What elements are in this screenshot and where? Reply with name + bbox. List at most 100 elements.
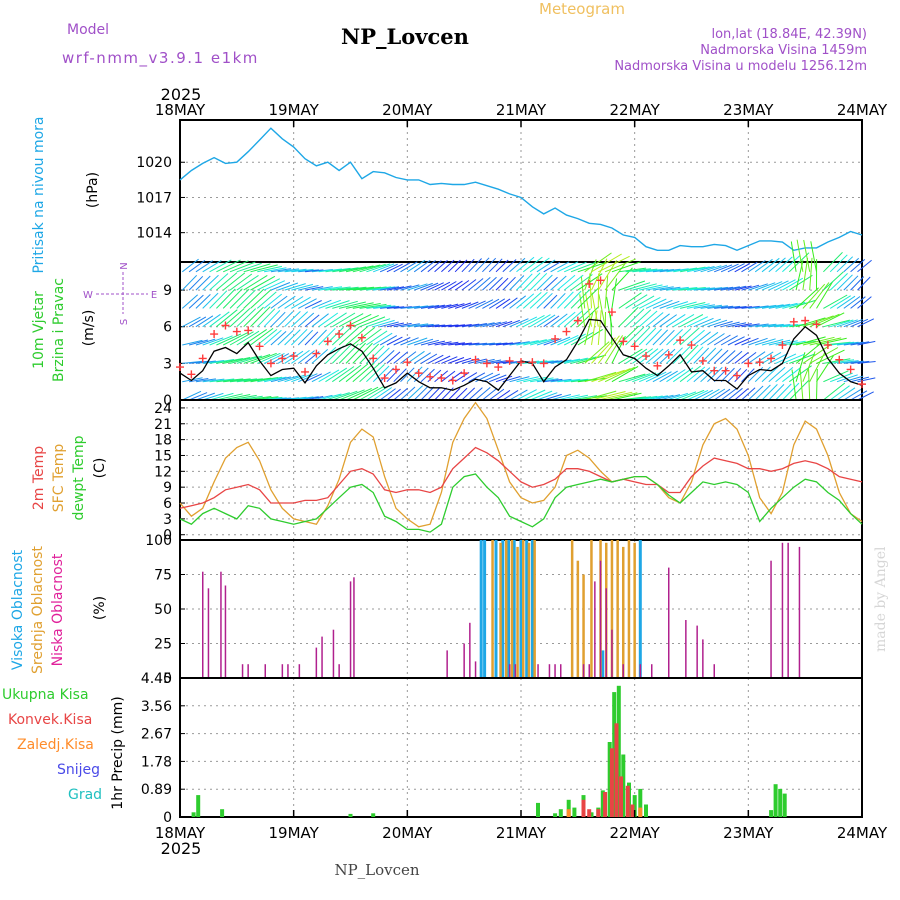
wind-arrow	[782, 366, 802, 383]
wind-arrow	[509, 318, 529, 328]
wind-arrow	[564, 261, 587, 273]
low-cloud-bar	[349, 581, 352, 678]
wind-arrow	[516, 376, 539, 383]
dewpt-line	[179, 473, 863, 533]
wind-arrow	[686, 389, 709, 401]
wind-arrow	[250, 264, 278, 273]
wind-arrow	[427, 387, 441, 401]
wind-arrow	[673, 313, 695, 328]
wind-arrow	[345, 387, 372, 401]
freezing-precip-bar	[638, 807, 643, 817]
wind-arrow	[564, 357, 588, 364]
wind-arrow	[482, 257, 497, 273]
wind-arrow	[700, 265, 722, 273]
wind-arrow	[802, 344, 831, 364]
wind-arrow	[475, 358, 495, 364]
wind-arrow	[495, 259, 509, 273]
wind-arrow	[441, 341, 459, 346]
wind-arrow	[557, 291, 574, 309]
wind-arrow	[434, 281, 451, 291]
low-cloud-bar	[338, 664, 340, 678]
wind-arrow	[659, 268, 681, 273]
wind-arrow	[543, 338, 562, 346]
wind-arrow	[297, 329, 314, 346]
wind-arrow	[543, 378, 563, 383]
wind-arrow	[645, 269, 669, 273]
wind-arrow	[304, 269, 324, 273]
gust-marker	[539, 359, 548, 368]
wind-arrow	[720, 335, 738, 346]
wind-arrow	[482, 298, 500, 309]
wind-name-1: 10m Vjetar	[31, 291, 47, 369]
gust-marker	[835, 355, 844, 364]
wind-arrow	[386, 336, 403, 346]
x-tick-label-top: 21MAY	[496, 101, 547, 119]
wind-arrow	[516, 256, 535, 273]
wind-arrow	[427, 304, 446, 309]
wind-arrow	[257, 265, 283, 273]
y-tick-label: 0	[163, 528, 172, 544]
freezing-precip-bar	[566, 809, 571, 817]
wind-arrow	[570, 308, 591, 328]
wind-arrow	[277, 282, 299, 291]
wind-arrow	[727, 285, 747, 291]
gust-marker	[744, 359, 753, 368]
wind-arrow	[352, 386, 379, 401]
wind-arrow	[686, 303, 710, 309]
total-precip-bar	[616, 685, 621, 817]
low-cloud-bar	[685, 620, 687, 678]
wind-arrow	[468, 278, 484, 291]
wind-arrow	[222, 332, 249, 346]
wind-arrow	[850, 360, 870, 364]
low-cloud-bar	[787, 542, 789, 678]
wind-arrow	[263, 293, 283, 309]
wind-arrow	[188, 392, 208, 401]
wind-arrow	[720, 367, 735, 383]
sfc-temp-line	[179, 401, 863, 528]
wind-arrow	[338, 326, 360, 346]
t2m-line	[179, 446, 863, 509]
low-cloud-bar	[321, 636, 323, 678]
mid-cloud-bar	[627, 540, 631, 678]
mid-cloud-bar	[570, 540, 574, 678]
wind-arrow	[468, 387, 483, 401]
wind-arrow	[454, 371, 470, 383]
gust-marker	[346, 321, 355, 330]
wind-arrow	[277, 330, 294, 346]
wind-arrow	[209, 290, 228, 309]
low-cloud-bar	[202, 571, 204, 678]
wind-arrow	[420, 324, 440, 328]
wind-arrow	[229, 261, 256, 273]
wind-arrow	[489, 342, 508, 346]
wind-arrow	[277, 268, 299, 273]
gust-marker	[528, 358, 537, 367]
gust-marker	[244, 326, 253, 335]
wind-arrow	[195, 315, 214, 328]
wind-arrow	[188, 275, 204, 291]
wind-arrow	[488, 258, 503, 273]
wind-arrow	[768, 303, 791, 309]
wind-arrow	[611, 365, 639, 383]
wind-arrow	[277, 295, 296, 309]
wind-arrow	[580, 275, 586, 309]
temp-name-sfc: SFC Temp	[51, 444, 67, 513]
wind-arrow	[810, 241, 817, 272]
wind-arrow	[713, 334, 731, 346]
low-cloud-bar	[463, 643, 465, 678]
wind-arrow	[618, 267, 647, 273]
low-cloud-bar	[702, 639, 704, 678]
wind-arrow	[618, 348, 643, 364]
temp-unit: (C)	[92, 458, 108, 479]
wind-arrow	[475, 299, 494, 309]
year-bottom: 2025	[161, 839, 202, 858]
wind-arrow	[680, 287, 706, 291]
total-precip-bar	[589, 812, 594, 817]
wind-arrow	[791, 369, 797, 401]
wind-arrow	[516, 389, 537, 401]
wind-arrow	[372, 365, 390, 383]
gust-marker	[391, 365, 400, 374]
low-cloud-bar	[639, 664, 642, 678]
wind-arrow	[393, 387, 408, 401]
precip-legend-total: Ukupna Kisa	[2, 687, 89, 703]
wind-arrow	[311, 329, 327, 346]
